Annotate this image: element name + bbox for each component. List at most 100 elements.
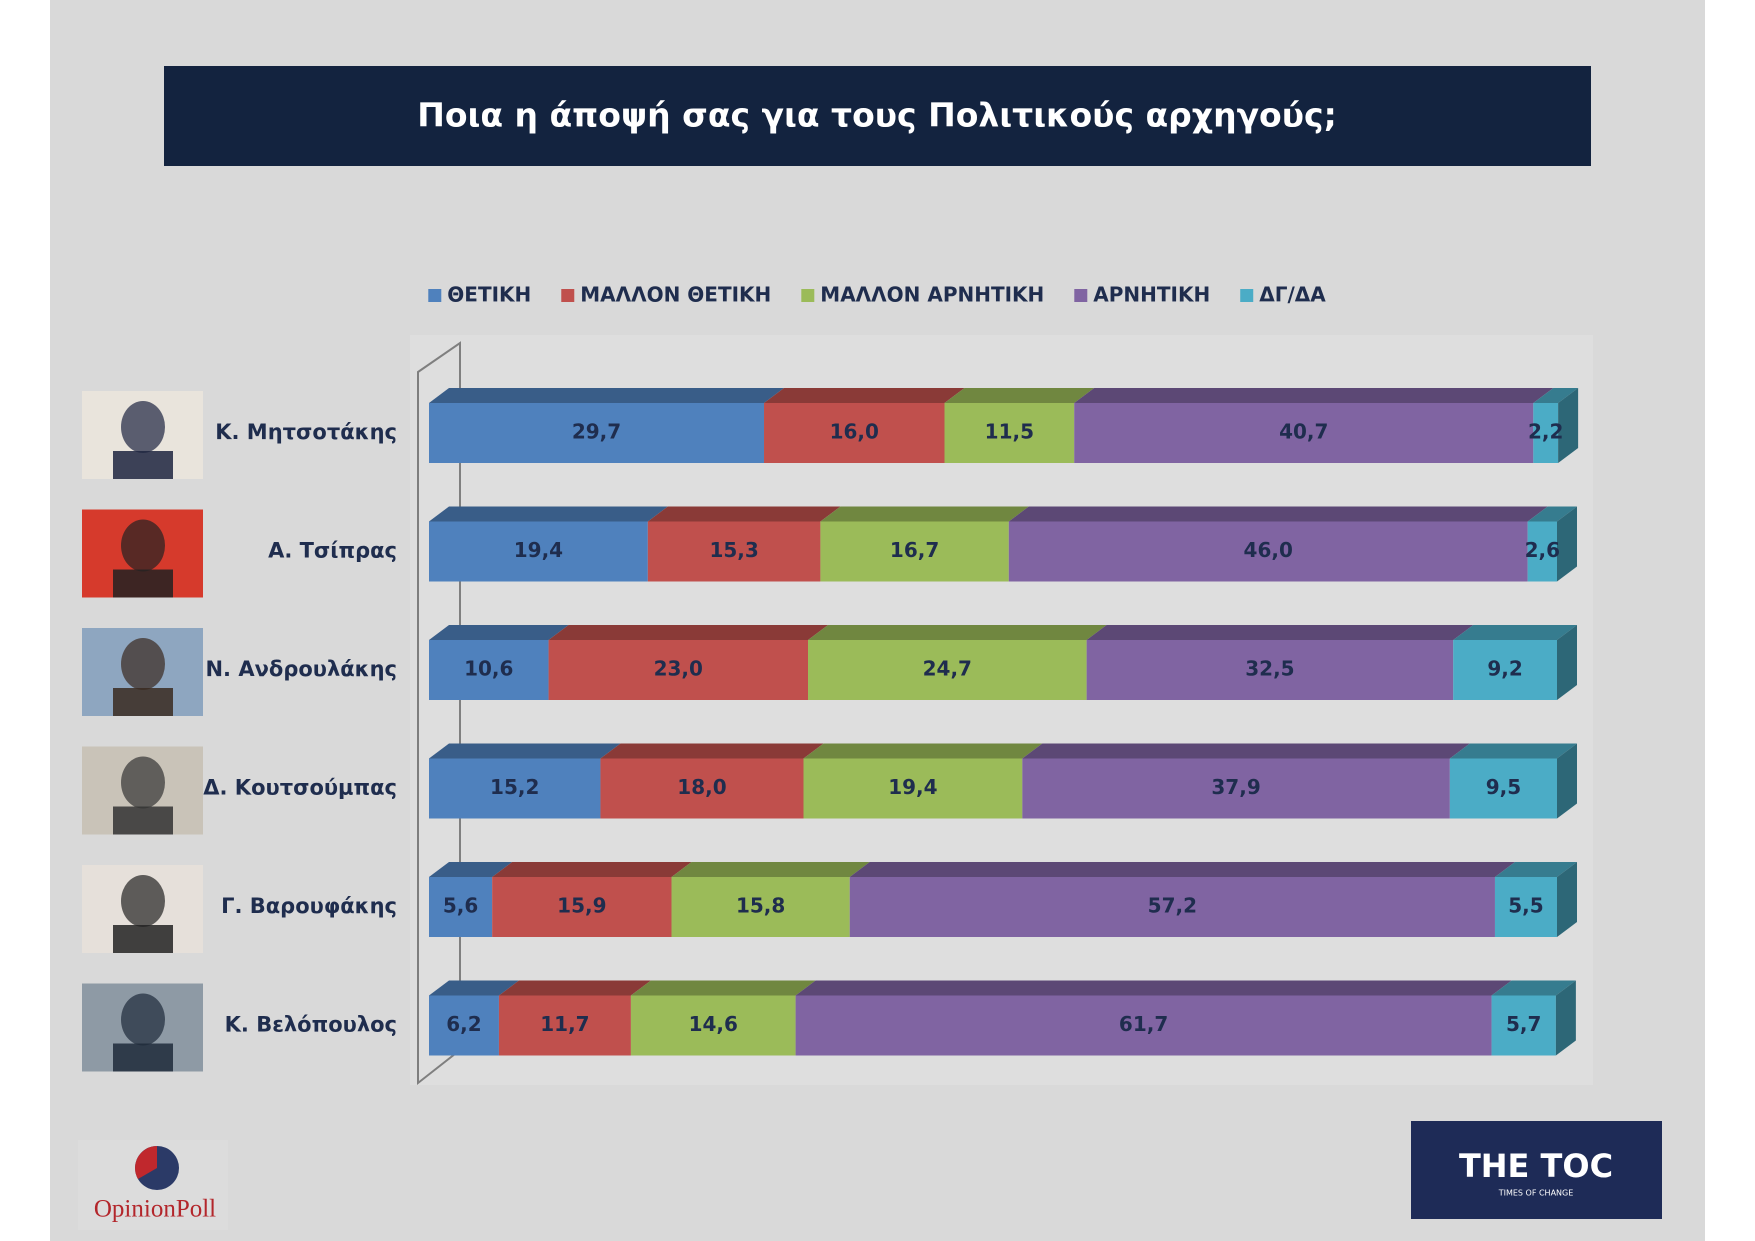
- value-label: 2,6: [1525, 538, 1560, 562]
- bar-side: [1557, 862, 1577, 937]
- value-label: 9,2: [1487, 657, 1522, 681]
- bar-top: [498, 980, 651, 996]
- bar: [1008, 521, 1528, 582]
- value-label: 5,6: [443, 894, 478, 918]
- photo-figure: [113, 806, 173, 835]
- bar: [1533, 403, 1559, 463]
- legend-label: ΜΑΛΛΟΝ ΘΕΤΙΚΗ: [580, 283, 771, 307]
- bar: [795, 995, 1492, 1056]
- right-logo-box: [1411, 1121, 1662, 1219]
- value-label: 5,7: [1506, 1012, 1541, 1036]
- bar-side: [1555, 980, 1576, 1056]
- photo-figure: [121, 638, 165, 690]
- bar: [429, 758, 601, 819]
- photo-figure: [121, 993, 165, 1046]
- value-label: 15,2: [490, 775, 539, 799]
- bar-side: [1557, 743, 1577, 819]
- legend-label: ΑΡΝΗΤΙΚΗ: [1093, 283, 1210, 307]
- value-label: 18,0: [677, 775, 726, 799]
- bar: [1074, 403, 1534, 463]
- bars: Κ. Μητσοτάκης 29,7 16,0 11,5 40,7 2,2 Α. Τσίπρ…: [203, 388, 1579, 1056]
- bar-top: [548, 625, 829, 640]
- legend-swatch: [1074, 289, 1088, 302]
- value-label: 37,9: [1211, 775, 1260, 799]
- bar: [429, 877, 493, 937]
- bar: [1494, 877, 1557, 937]
- bar-top: [492, 862, 692, 877]
- photo-figure: [121, 401, 165, 453]
- value-label: 9,5: [1486, 775, 1521, 799]
- bar-side: [1557, 625, 1577, 700]
- logo-slice: [135, 1146, 157, 1179]
- photo-figure: [113, 688, 173, 716]
- bar-top: [1527, 506, 1577, 522]
- bar: [944, 403, 1075, 463]
- bar: [1022, 758, 1450, 819]
- bar: [803, 758, 1023, 819]
- value-label: 16,7: [890, 538, 939, 562]
- bar-top: [630, 980, 816, 996]
- bar: [548, 640, 809, 700]
- bar: [429, 640, 549, 700]
- bar-top: [808, 625, 1107, 640]
- value-label: 23,0: [654, 657, 703, 681]
- legend-swatch: [801, 289, 815, 302]
- value-label: 11,5: [985, 420, 1034, 444]
- value-label: 6,2: [446, 1012, 481, 1036]
- legend-item: ΑΡΝΗΤΙΚΗ: [1074, 283, 1210, 307]
- legend: ΘΕΤΙΚΗ ΜΑΛΛΟΝ ΘΕΤΙΚΗ ΜΑΛΛΟΝ ΑΡΝΗΤΙΚΗ ΑΡΝΗΤΙ…: [428, 283, 1326, 307]
- value-label: 57,2: [1148, 894, 1197, 918]
- bar: [1527, 521, 1557, 582]
- bar-top: [429, 980, 519, 996]
- bar-top: [1491, 980, 1576, 996]
- bar-top: [647, 506, 841, 522]
- left-logo: OpinionPoll: [94, 1196, 216, 1223]
- bar-top: [764, 388, 965, 403]
- bar: [647, 521, 821, 582]
- bar: [820, 521, 1009, 582]
- value-label: 14,6: [689, 1012, 738, 1036]
- photo-figure: [113, 569, 173, 598]
- value-label: 61,7: [1119, 1012, 1168, 1036]
- bar-top: [803, 743, 1043, 759]
- right-tagline: TIMES OF CHANGE: [1498, 1189, 1574, 1198]
- bar-top: [1022, 743, 1470, 759]
- bar-top: [1008, 506, 1548, 522]
- chart-title: Ποια η άποψή σας για τους Πολιτικούς αρχ…: [417, 96, 1337, 135]
- bar-top: [944, 388, 1095, 403]
- bar-top: [820, 506, 1029, 522]
- bar: [1086, 640, 1454, 700]
- legend-item: ΔΓ/ΔΑ: [1240, 283, 1326, 307]
- legend-swatch: [561, 289, 575, 302]
- bar: [1453, 640, 1557, 700]
- bar-top: [1074, 388, 1554, 403]
- title-bar: [164, 66, 1591, 166]
- legend-swatch: [1240, 289, 1254, 302]
- bar: [429, 995, 499, 1056]
- bar-top: [429, 388, 785, 403]
- bar: [492, 877, 672, 937]
- bar: [808, 640, 1087, 700]
- legend-label: ΔΓ/ΔΑ: [1259, 283, 1326, 307]
- value-label: 24,7: [923, 657, 972, 681]
- value-label: 15,9: [557, 894, 606, 918]
- category-label: Κ. Μητσοτάκης: [215, 420, 397, 444]
- bar-top: [795, 980, 1512, 996]
- bar-top: [429, 862, 513, 877]
- right-logo: THE TOC: [1459, 1147, 1613, 1185]
- value-label: 15,3: [709, 538, 758, 562]
- bar-top: [1449, 743, 1577, 759]
- bar-side: [1558, 388, 1579, 463]
- legend-item: ΜΑΛΛΟΝ ΘΕΤΙΚΗ: [561, 283, 771, 307]
- photo-figure: [121, 875, 165, 927]
- category-label: Ν. Ανδρουλάκης: [205, 657, 397, 681]
- bar: [764, 403, 945, 463]
- value-label: 46,0: [1244, 538, 1293, 562]
- value-label: 11,7: [540, 1012, 589, 1036]
- bar: [1449, 758, 1557, 819]
- category-label: Α. Τσίπρας: [268, 539, 397, 563]
- photo-figure: [113, 1043, 173, 1072]
- value-label: 16,0: [830, 420, 879, 444]
- photo-figure: [121, 519, 165, 572]
